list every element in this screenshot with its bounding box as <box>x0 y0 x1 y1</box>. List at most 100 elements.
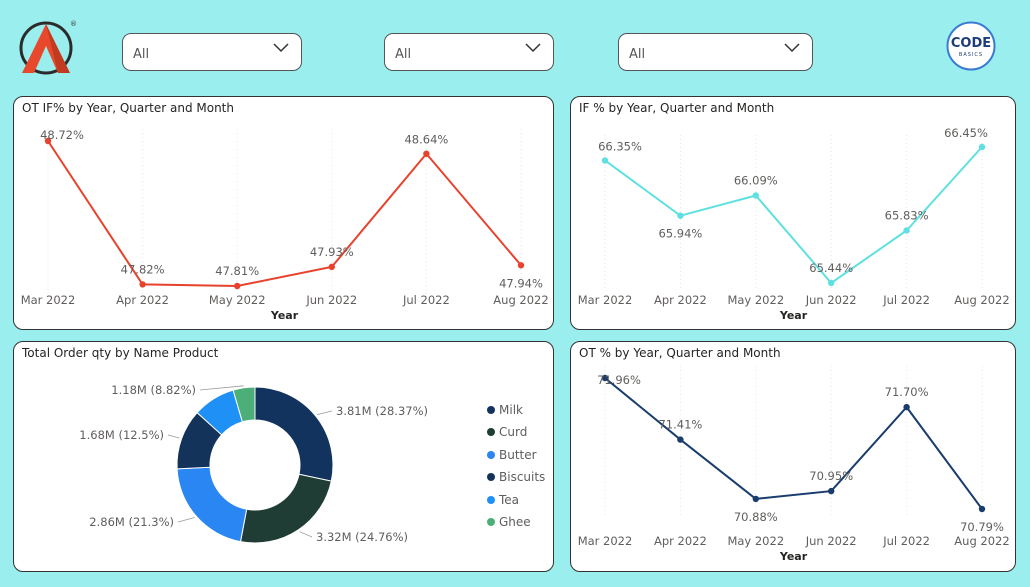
filter-dropdown-2[interactable]: All <box>384 33 554 71</box>
data-label: 47.82% <box>121 262 165 276</box>
legend-item-milk[interactable]: Milk <box>487 403 523 417</box>
x-tick-label: May 2022 <box>209 293 266 307</box>
filter-value: All <box>395 47 412 62</box>
data-point[interactable] <box>328 263 335 271</box>
data-label: 47.94% <box>499 276 543 290</box>
callout-line <box>177 517 195 523</box>
data-label: 66.09% <box>734 173 778 187</box>
x-tick-label: Apr 2022 <box>654 293 707 307</box>
chevron-down-icon <box>525 43 541 53</box>
data-point[interactable] <box>677 436 684 443</box>
donut-slice-butter[interactable] <box>176 466 248 543</box>
legend-label: Ghee <box>499 515 531 529</box>
data-label: 65.44% <box>809 261 853 275</box>
legend-dot <box>487 518 495 526</box>
chevron-down-icon <box>784 43 800 53</box>
data-point[interactable] <box>601 157 609 164</box>
legend-item-tea[interactable]: Tea <box>487 493 519 507</box>
chart-title: OT IF% by Year, Quarter and Month <box>22 101 234 115</box>
ot-line-chart: 71.96% Mar 2022 71.41% Apr 2022 70.88% May 20… <box>578 366 1010 563</box>
slice-label: 3.32M (24.76%) <box>316 530 408 544</box>
data-label: 70.88% <box>734 510 778 524</box>
x-tick-label: Jul 2022 <box>882 293 930 307</box>
filter-dropdown-1[interactable]: All <box>122 33 302 71</box>
donut-slice-ghee[interactable] <box>232 386 256 423</box>
codebasics-logo: CODE BASICS <box>945 21 997 71</box>
slice-label: 1.18M (8.82%) <box>111 383 196 397</box>
x-tick-label: Jun 2022 <box>805 534 857 548</box>
legend-dot <box>487 495 495 504</box>
data-point[interactable] <box>44 137 52 145</box>
company-logo: ® <box>18 18 78 76</box>
filter-dropdown-3[interactable]: All <box>618 33 813 71</box>
slice-label: 1.68M (12.5%) <box>79 428 164 442</box>
filter-value: All <box>133 47 150 62</box>
legend-label: Curd <box>499 425 528 440</box>
legend-dot <box>487 473 495 482</box>
data-point[interactable] <box>903 403 910 411</box>
chart-title: IF % by Year, Quarter and Month <box>579 101 775 115</box>
callout-line <box>317 410 333 415</box>
x-axis-title: Year <box>270 309 299 322</box>
data-point[interactable] <box>828 487 835 495</box>
data-label: 65.94% <box>658 227 702 241</box>
series-line <box>604 146 983 285</box>
legend-label: Tea <box>499 492 520 507</box>
order-qty-donut-chart: 3.81M (28.37%) 3.32M (24.76%) 2.86M (21.3%… <box>79 383 428 544</box>
order-qty-chart-card: Total Order qty by Name Product 3.81M (2… <box>13 341 554 572</box>
legend-item-curd[interactable]: Curd <box>487 425 527 439</box>
svg-text:BASICS: BASICS <box>959 52 983 58</box>
callout-line <box>199 385 244 391</box>
data-label: 65.83% <box>885 208 929 222</box>
x-axis-title: Year <box>779 309 808 322</box>
svg-text:CODE: CODE <box>951 36 991 51</box>
data-point[interactable] <box>903 227 910 234</box>
x-tick-label: Jul 2022 <box>882 534 930 548</box>
data-point[interactable] <box>517 262 525 269</box>
x-tick-label: Aug 2022 <box>954 293 1009 307</box>
ot-if-line-chart: 48.72% Mar 2022 47.82% Apr 2022 47.81% May 20… <box>21 128 549 322</box>
legend-item-butter[interactable]: Butter <box>487 448 537 462</box>
data-point[interactable] <box>752 495 759 503</box>
chart-title: OT % by Year, Quarter and Month <box>579 346 781 360</box>
x-tick-label: Apr 2022 <box>654 534 707 548</box>
data-label: 71.96% <box>597 373 641 387</box>
x-axis-title: Year <box>779 550 808 563</box>
x-tick-label: May 2022 <box>727 534 784 548</box>
data-point[interactable] <box>828 279 835 287</box>
legend-item-ghee[interactable]: Ghee <box>487 515 531 529</box>
filter-value: All <box>629 47 646 62</box>
x-tick-label: Aug 2022 <box>493 293 548 307</box>
data-point[interactable] <box>752 192 759 199</box>
data-point[interactable] <box>234 282 241 290</box>
data-label: 47.93% <box>310 245 354 259</box>
data-point[interactable] <box>677 212 684 219</box>
slice-label: 3.81M (28.37%) <box>336 404 428 418</box>
slice-label: 2.86M (21.3%) <box>89 515 174 529</box>
legend-dot <box>487 406 495 414</box>
legend-dot <box>487 450 495 459</box>
data-label: 48.64% <box>404 133 448 147</box>
data-point[interactable] <box>978 505 986 513</box>
data-label: 70.79% <box>960 520 1004 534</box>
data-label: 71.41% <box>658 418 702 432</box>
x-tick-label: Apr 2022 <box>116 293 169 307</box>
x-tick-label: Aug 2022 <box>954 534 1009 548</box>
legend-item-biscuits[interactable]: Biscuits <box>487 470 545 484</box>
donut-slice-milk[interactable] <box>254 386 334 482</box>
x-tick-label: Mar 2022 <box>578 293 633 307</box>
x-tick-label: May 2022 <box>727 293 784 307</box>
chevron-down-icon <box>273 43 289 53</box>
data-point[interactable] <box>423 150 430 157</box>
ot-chart-card: OT % by Year, Quarter and Month 71.96% Ma… <box>570 341 1016 572</box>
legend-label: Butter <box>499 447 537 462</box>
data-point[interactable] <box>601 374 609 382</box>
callout-line <box>167 434 180 439</box>
data-label: 70.95% <box>809 469 853 483</box>
data-point[interactable] <box>978 143 986 151</box>
if-line-chart: 66.35% Mar 2022 65.94% Apr 2022 66.09% May 20… <box>578 126 1010 322</box>
data-label: 66.45% <box>944 126 988 140</box>
x-tick-label: Mar 2022 <box>578 534 633 548</box>
data-point[interactable] <box>139 281 146 288</box>
chart-title: Total Order qty by Name Product <box>22 346 219 360</box>
